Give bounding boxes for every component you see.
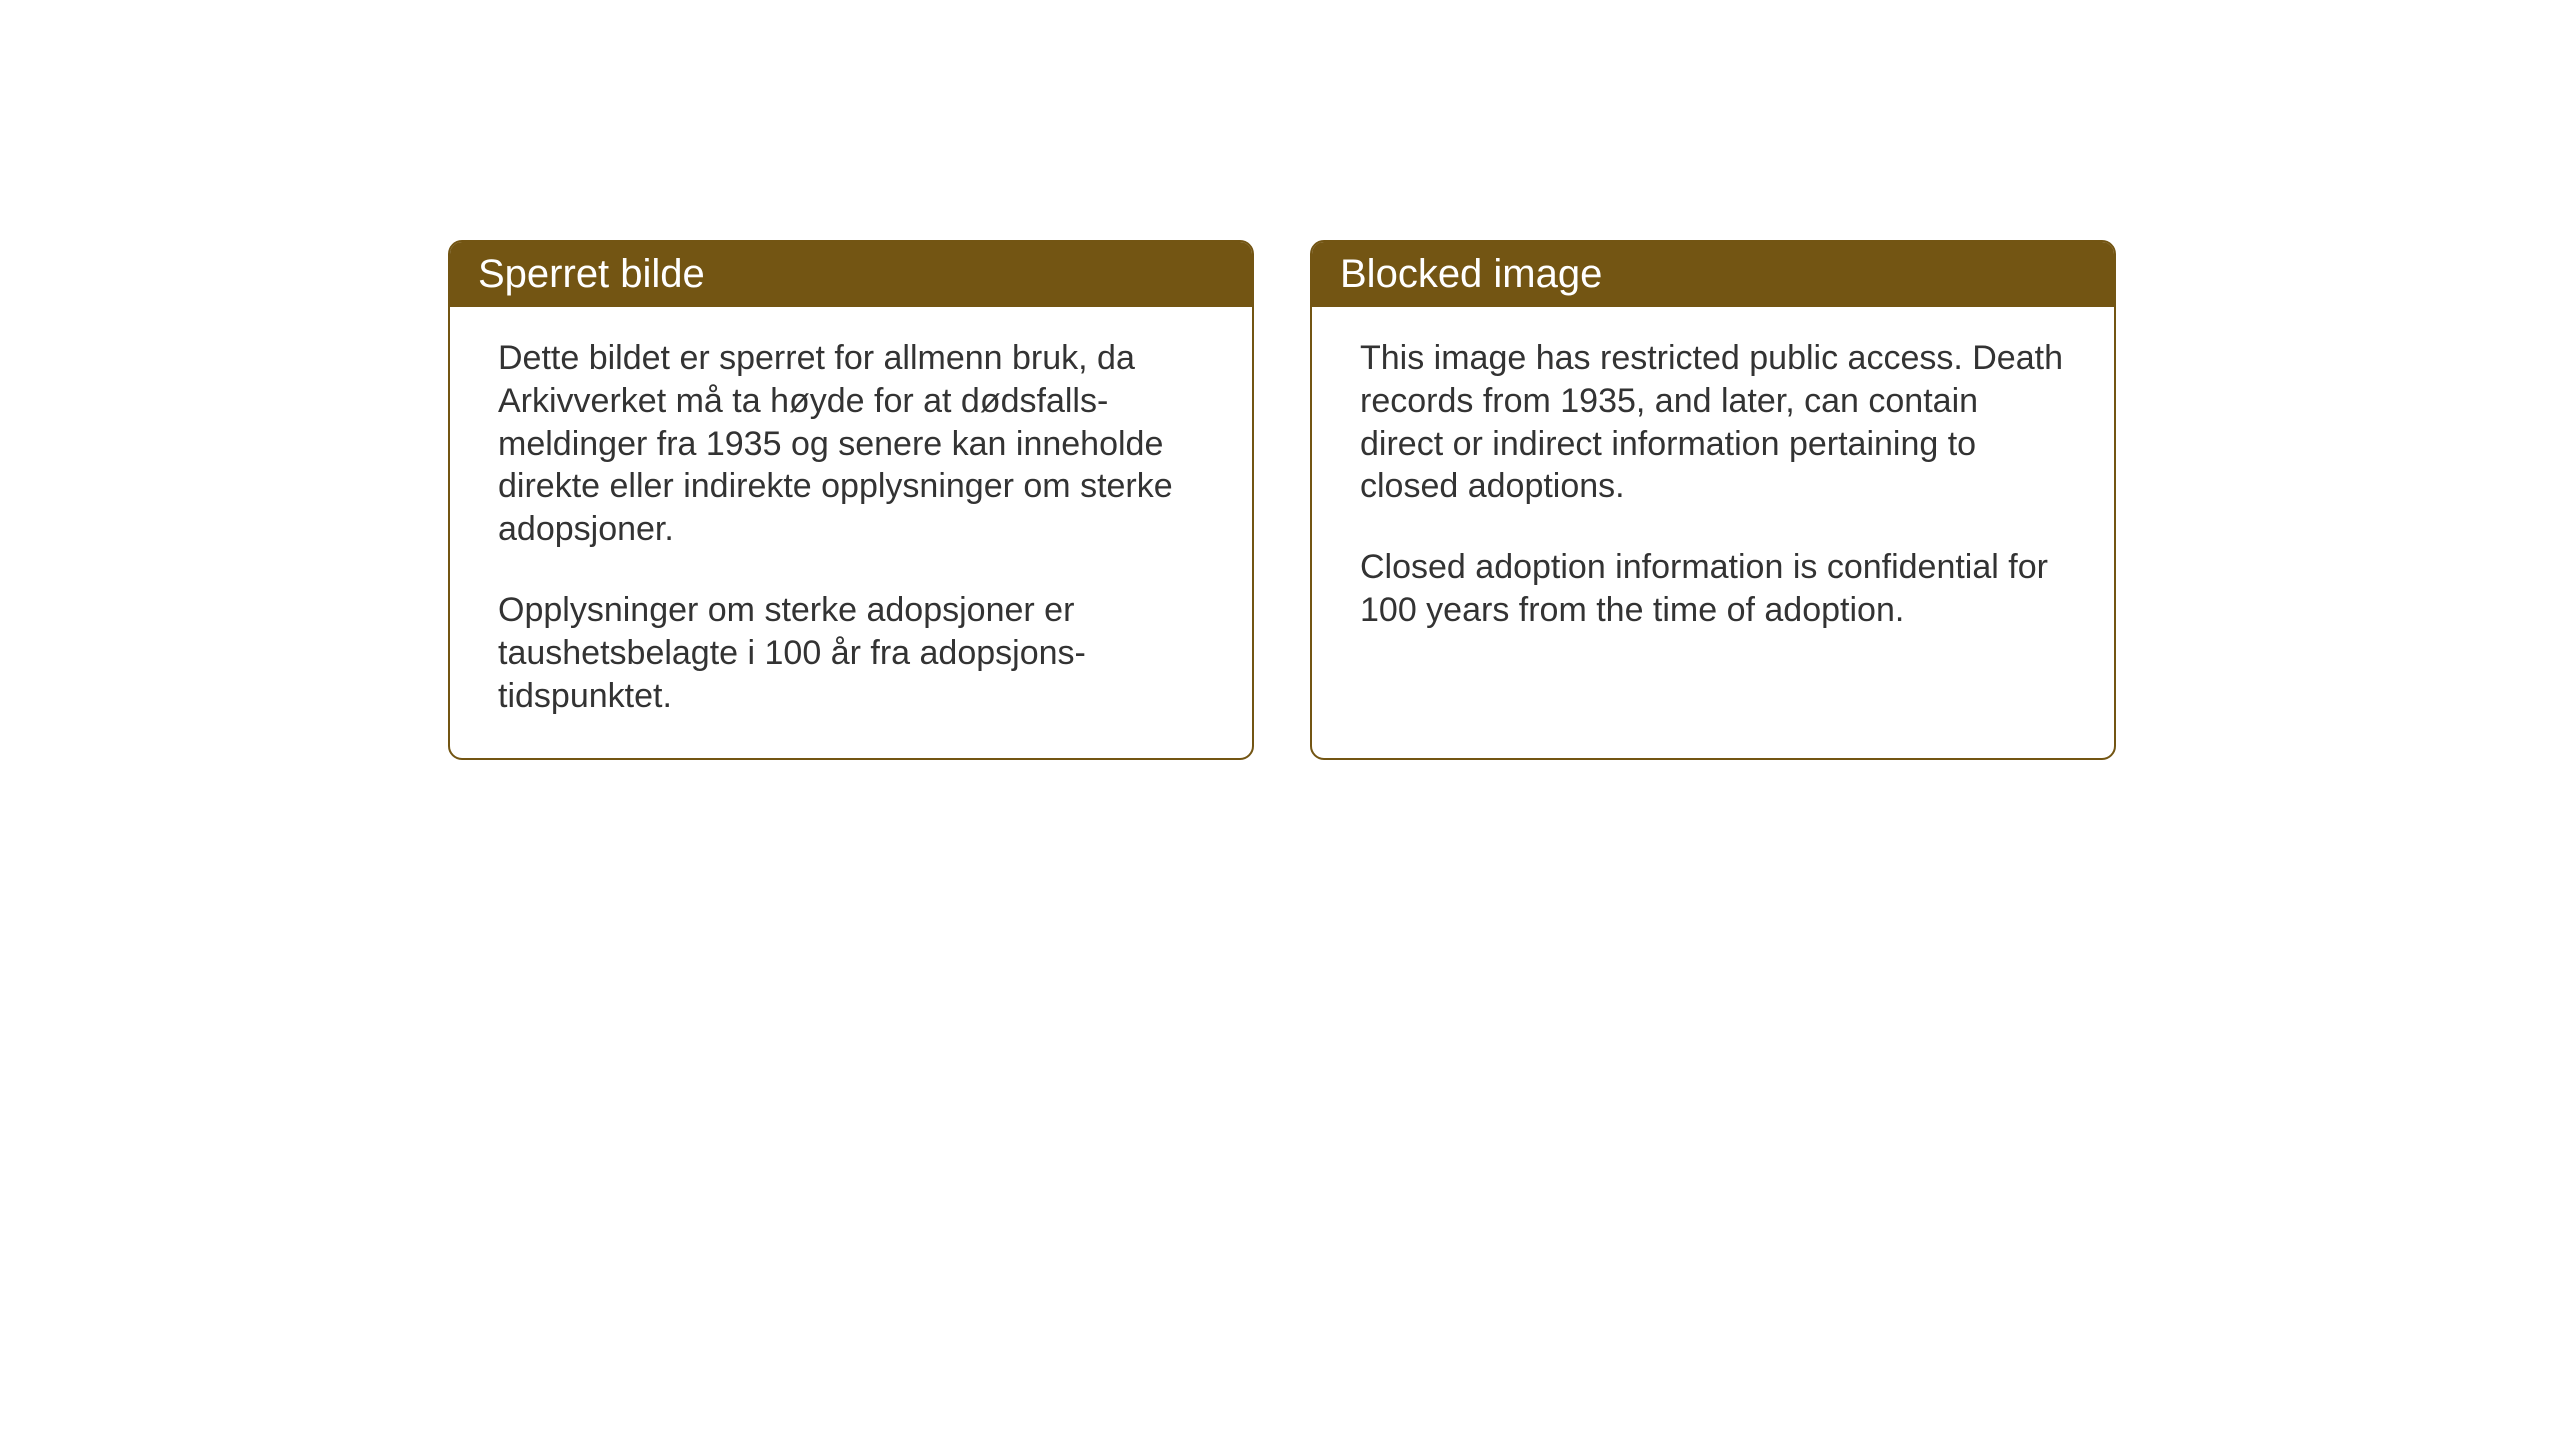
notice-paragraph1-english: This image has restricted public access.… (1360, 337, 2066, 508)
notice-paragraph1-norwegian: Dette bildet er sperret for allmenn bruk… (498, 337, 1204, 551)
notice-body-english: This image has restricted public access.… (1312, 307, 2114, 672)
notice-card-norwegian: Sperret bilde Dette bildet er sperret fo… (448, 240, 1254, 760)
notice-paragraph2-english: Closed adoption information is confident… (1360, 546, 2066, 632)
notice-title-english: Blocked image (1340, 252, 1602, 296)
notice-header-english: Blocked image (1312, 242, 2114, 307)
notice-paragraph2-norwegian: Opplysninger om sterke adopsjoner er tau… (498, 589, 1204, 717)
notice-card-english: Blocked image This image has restricted … (1310, 240, 2116, 760)
notice-container: Sperret bilde Dette bildet er sperret fo… (448, 240, 2116, 760)
notice-title-norwegian: Sperret bilde (478, 252, 705, 296)
notice-header-norwegian: Sperret bilde (450, 242, 1252, 307)
notice-body-norwegian: Dette bildet er sperret for allmenn bruk… (450, 307, 1252, 758)
